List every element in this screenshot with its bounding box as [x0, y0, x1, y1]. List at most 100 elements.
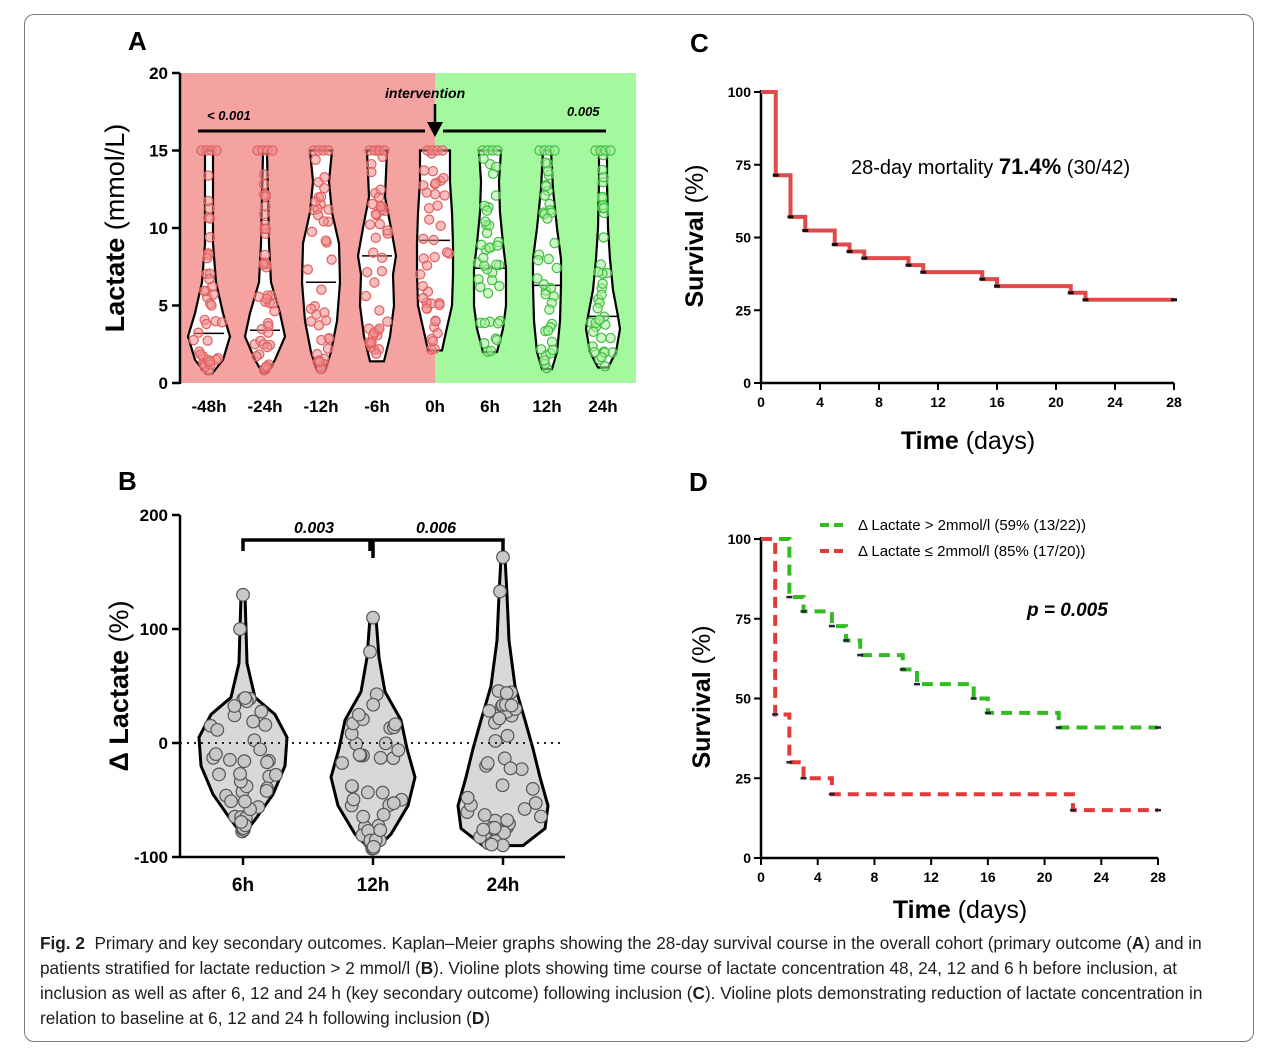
data-point [598, 202, 610, 214]
panel-b-violins [197, 550, 550, 856]
data-point [496, 550, 510, 565]
data-point [528, 796, 543, 810]
x-tick-label: 16 [989, 394, 1005, 410]
data-point [494, 280, 505, 292]
data-point [542, 213, 553, 224]
panel-d-y-label: Survival (%) [688, 625, 716, 768]
data-point [504, 698, 519, 713]
y-tick-label: 10 [149, 219, 168, 238]
intervention-label: intervention [385, 85, 465, 101]
data-point [363, 644, 377, 659]
data-point [549, 237, 560, 249]
panel-a-y-label-bold: Lactate [100, 238, 130, 333]
data-point [233, 622, 247, 636]
data-point [430, 189, 441, 200]
x-tick-label: 16 [980, 869, 996, 885]
caption-panel-ref: D [471, 1008, 485, 1028]
panel-d-y-label-unit: (%) [688, 625, 716, 671]
x-tick-label: 0 [757, 869, 765, 885]
panel-c-x-label: Time (days) [901, 427, 1035, 455]
panel-b-y-label: Δ Lactate (%) [104, 601, 134, 772]
data-point [369, 277, 380, 288]
data-point [371, 348, 382, 359]
survival-curve [761, 90, 1174, 302]
data-point [379, 145, 390, 156]
data-point [360, 290, 372, 302]
data-point [596, 352, 607, 363]
panel-label-a: A [128, 26, 147, 56]
panel-label-b: B [118, 466, 137, 496]
panel-a-y-label: Lactate (mmol/L) [100, 124, 130, 333]
panel-b: B -100 0 100 200 6h 12h 24h 0.003 0.006 Δ Lact… [104, 466, 565, 896]
panel-d-p-value: p = 0.005 [1026, 600, 1108, 621]
data-point [479, 260, 490, 272]
panel-a-x-ticks: -48h -24h -12h -6h 0h 6h 12h 24h [192, 397, 618, 416]
data-point [482, 703, 497, 718]
panel-d-x-label: Time (days) [893, 896, 1027, 924]
data-point [268, 298, 279, 309]
data-point [322, 343, 334, 354]
caption-fragment: ) and in patients stratified for lactate… [40, 933, 1202, 978]
data-point [539, 355, 550, 366]
data-point [439, 190, 450, 201]
panel-c-axes: 0 25 50 75 100 0 4 8 12 16 20 24 28 [728, 84, 1182, 410]
data-point [438, 172, 449, 184]
data-point [588, 326, 599, 338]
data-point [366, 337, 377, 348]
panel-b-y-label-unit: (%) [104, 601, 134, 643]
y-tick-label: 5 [159, 297, 168, 316]
data-point [193, 327, 204, 338]
data-point [437, 145, 448, 156]
data-point [435, 220, 446, 231]
caption-panel-ref: A [1131, 933, 1145, 953]
data-point [475, 281, 486, 293]
x-tick-label: 28 [1150, 869, 1166, 885]
data-point [479, 338, 490, 349]
data-point [491, 334, 503, 346]
data-point [597, 278, 608, 289]
y-tick-label: 25 [735, 302, 751, 318]
data-point [251, 351, 262, 362]
data-point [493, 584, 507, 599]
data-point [492, 240, 503, 251]
data-point [482, 287, 494, 299]
data-point [500, 813, 515, 828]
data-point [542, 166, 554, 177]
y-tick-label: 200 [140, 506, 168, 525]
data-point [539, 190, 551, 201]
data-point [414, 269, 426, 280]
data-point [254, 704, 269, 719]
data-point [260, 201, 271, 212]
data-point [427, 335, 439, 347]
data-point [487, 168, 499, 180]
data-point [382, 316, 393, 327]
panel-a: A 0 5 10 15 20 -48h -24h -12h -6h 0h 6h 12h 24h < 0… [100, 26, 636, 416]
data-point [203, 170, 214, 181]
svg-text:Survival (%): Survival (%) [681, 164, 709, 307]
y-tick-label: 0 [743, 375, 751, 391]
data-point [313, 320, 325, 331]
x-tick-label: -48h [192, 397, 227, 416]
y-tick-label: 75 [735, 611, 751, 627]
data-point [598, 232, 609, 243]
mortality-annotation: 28-day mortality 71.4% (30/42) [851, 154, 1130, 179]
data-point [543, 253, 554, 265]
data-point [605, 145, 616, 156]
x-tick-label: 24h [588, 397, 617, 416]
y-tick-label: 0 [159, 734, 168, 753]
data-point [598, 172, 609, 183]
p-value-2: 0.006 [416, 520, 456, 537]
x-tick-label: 28 [1166, 394, 1182, 410]
data-point [236, 587, 250, 602]
panel-d-survival-curves [761, 537, 1161, 813]
x-tick-label: 6h [480, 397, 500, 416]
data-point [234, 815, 249, 829]
legend-label: Δ Lactate ≤ 2mmol/l (85% (17/20)) [858, 543, 1086, 560]
data-point [476, 822, 491, 837]
data-point [260, 223, 271, 235]
y-tick-label: 100 [140, 620, 168, 639]
data-point [188, 334, 199, 346]
x-tick-label: 6h [232, 875, 254, 896]
data-point [366, 697, 381, 712]
data-point [261, 361, 272, 372]
